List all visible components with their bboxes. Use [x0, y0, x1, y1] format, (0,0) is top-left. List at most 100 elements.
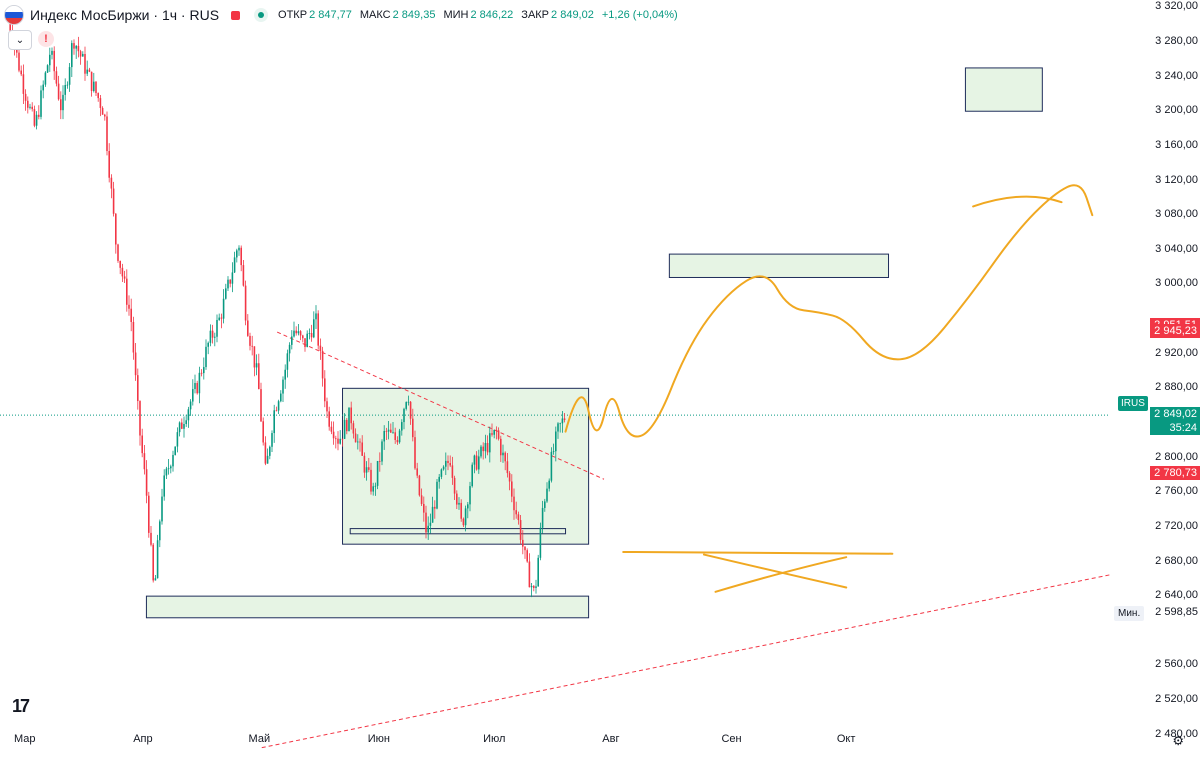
candle-body — [330, 426, 333, 432]
candle-body — [293, 330, 295, 337]
candle-body — [319, 345, 322, 351]
candle-body — [203, 367, 205, 374]
candle-body — [425, 512, 427, 533]
candle-body — [381, 441, 383, 462]
flag-red-stripe — [5, 18, 23, 24]
candle-body — [33, 109, 36, 126]
candle-body — [214, 336, 216, 338]
candle-body — [90, 71, 93, 91]
y-tick-label: 2 640,00 — [1155, 589, 1198, 602]
candle-body — [515, 510, 517, 515]
candle-body — [299, 331, 302, 336]
candle-body — [563, 418, 566, 421]
x-tick-label: Июл — [483, 733, 506, 745]
candle-body — [236, 250, 238, 258]
candle-body — [374, 485, 377, 487]
candle-body — [486, 442, 489, 453]
price-tag: 35:24 — [1150, 421, 1200, 436]
candle-body — [93, 81, 95, 91]
candle-body — [544, 501, 546, 508]
price-tag: 2 849,02 — [1150, 407, 1200, 422]
gear-icon[interactable]: ⚙ — [1172, 733, 1184, 748]
candle-body — [354, 433, 357, 443]
candle-body — [46, 65, 49, 73]
candle-body — [35, 114, 38, 126]
candle-body — [526, 550, 528, 562]
candle-body — [115, 213, 117, 245]
market-status-icon — [231, 10, 241, 20]
y-tick-label: 2 920,00 — [1155, 346, 1198, 359]
candle-body — [49, 54, 51, 66]
candle-body — [308, 333, 311, 334]
candle-body — [508, 473, 511, 482]
candle-body — [238, 247, 240, 251]
candle-body — [178, 422, 181, 433]
y-tick-label: 2 760,00 — [1155, 485, 1198, 498]
candle-body — [233, 257, 236, 273]
candle-body — [467, 504, 469, 509]
candle-body — [55, 71, 58, 84]
candle-body — [297, 331, 300, 334]
candle-body — [181, 422, 183, 429]
candle-body — [231, 272, 234, 284]
candle-body — [495, 429, 498, 431]
candle-body — [86, 69, 88, 74]
candle-body — [79, 51, 82, 57]
tradingview-logo[interactable]: 17 — [12, 696, 30, 716]
high-label: МАКС — [359, 9, 391, 21]
candle-body — [317, 313, 319, 346]
y-tick-label: 3 240,00 — [1155, 69, 1198, 82]
candle-body — [174, 446, 176, 455]
candle-body — [522, 539, 524, 547]
candle-body — [167, 468, 170, 470]
candle-body — [121, 267, 124, 277]
candle-body — [108, 151, 110, 178]
candle-body — [29, 106, 31, 108]
candle-body — [401, 422, 403, 431]
candle-body — [260, 389, 262, 422]
candle-body — [306, 333, 308, 348]
candle-body — [71, 43, 73, 68]
candle-body — [537, 557, 539, 587]
candle-body — [442, 466, 445, 470]
candle-body — [480, 446, 482, 457]
candle-body — [286, 353, 289, 370]
y-tick-label: 3 160,00 — [1155, 138, 1198, 151]
exclamation-icon[interactable]: ! — [38, 31, 54, 47]
candle-body — [75, 45, 77, 49]
candle-body — [440, 469, 443, 477]
candle-body — [431, 506, 434, 523]
ascending-trendline — [261, 573, 1112, 749]
candle-body — [469, 486, 471, 505]
candle-body — [185, 420, 187, 425]
range-base — [349, 528, 567, 535]
change-value: +1,26 (+0,04%) — [601, 9, 678, 21]
candle-body — [187, 409, 190, 421]
y-tick-label: 2 520,00 — [1155, 693, 1198, 706]
y-tick-label: 3 280,00 — [1155, 34, 1198, 47]
candle-body — [143, 453, 146, 470]
candle-body — [275, 410, 278, 412]
candle-body — [163, 475, 165, 497]
candle-body — [170, 466, 172, 469]
candle-body — [343, 419, 346, 439]
candle-body — [229, 279, 231, 284]
candle-body — [249, 335, 251, 346]
min-label: Мин. — [1114, 606, 1145, 621]
chevron-down-icon[interactable]: ⌄ — [8, 30, 32, 50]
x-tick-label: Мар — [14, 733, 36, 745]
candle-body — [27, 100, 29, 108]
candle-body — [423, 503, 425, 513]
candle-body — [561, 418, 564, 424]
candle-body — [462, 518, 465, 526]
candle-body — [517, 514, 520, 521]
candle-body — [264, 442, 267, 464]
symbol-title[interactable]: Индекс МосБиржи · 1ч · RUS — [30, 7, 220, 23]
y-tick-label: 2 720,00 — [1155, 519, 1198, 532]
candle-body — [473, 455, 476, 465]
candle-body — [104, 114, 106, 117]
y-tick-label: 2 880,00 — [1155, 381, 1198, 394]
candle-body — [376, 460, 379, 486]
candle-body — [390, 429, 392, 433]
